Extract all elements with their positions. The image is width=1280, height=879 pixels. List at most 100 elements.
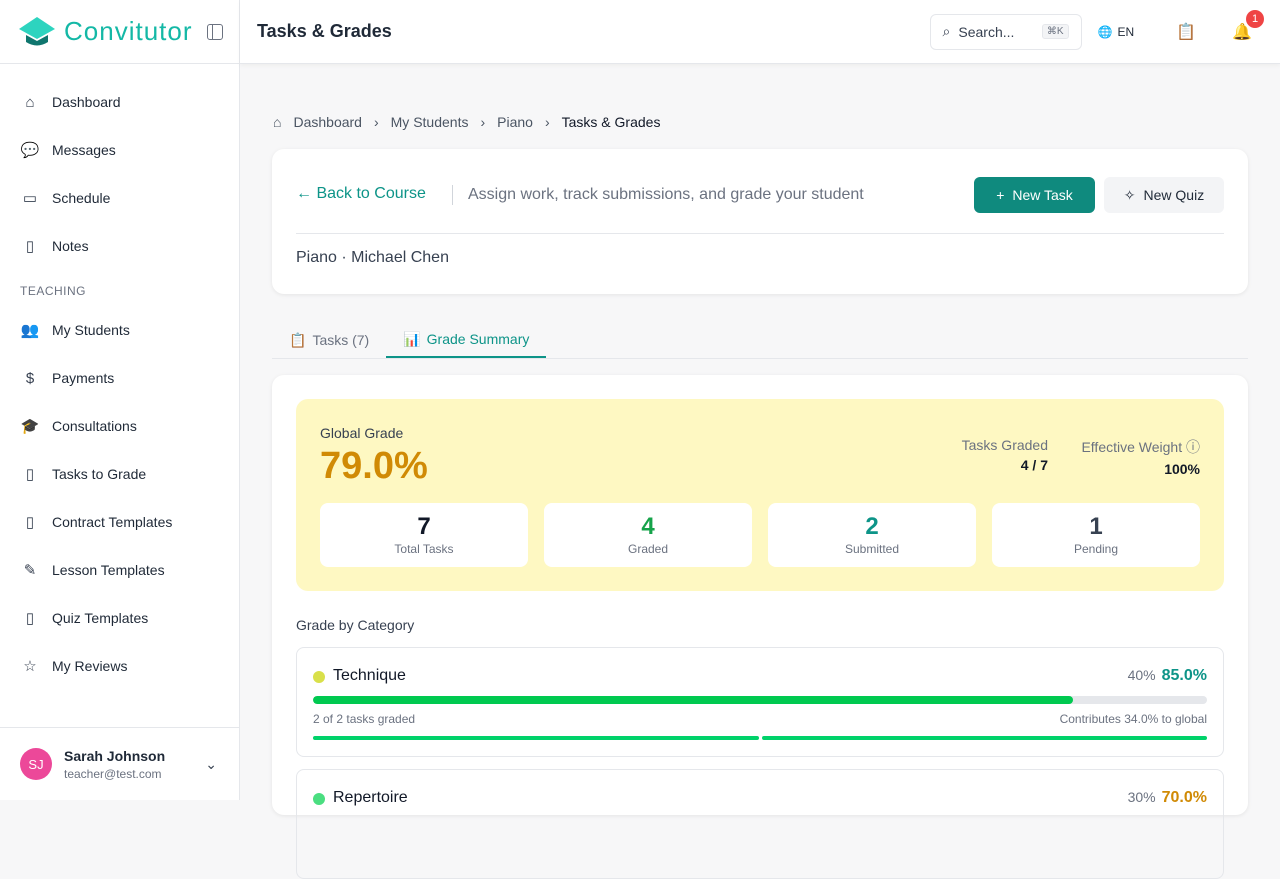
stat-label: Total Tasks — [394, 542, 454, 556]
sidebar: Convitutor ⌂ Dashboard 💬 Messages ▭ Schedule ▯… — [0, 0, 240, 800]
sidebar-item-contract-templates[interactable]: ▯ Contract Templates — [0, 498, 239, 546]
new-quiz-button[interactable]: ✧ New Quiz — [1104, 177, 1224, 213]
new-task-button[interactable]: + New Task — [974, 177, 1095, 213]
stat-label: Submitted — [844, 542, 900, 556]
sidebar-item-dashboard[interactable]: ⌂ Dashboard — [0, 78, 239, 126]
pencil-icon: ✎ — [23, 562, 37, 579]
notification-badge: 1 — [1246, 9, 1264, 28]
course-header-card: ← Back to Course Assign work, track subm… — [272, 149, 1248, 294]
grade-by-category-title: Grade by Category — [296, 617, 415, 633]
brand-name: Convitutor — [64, 16, 193, 46]
task-segments — [313, 736, 1207, 740]
divider — [296, 233, 1224, 234]
home-icon: ⌂ — [273, 114, 282, 130]
sidebar-item-quiz-templates[interactable]: ▯ Quiz Templates — [0, 594, 239, 642]
sparkles-icon: ✧ — [1123, 186, 1136, 203]
user-name: Sarah Johnson — [64, 747, 166, 764]
clipboard-icon[interactable]: 📋 — [1176, 23, 1197, 41]
file-icon: ▯ — [25, 610, 35, 627]
new-quiz-label: New Quiz — [1143, 187, 1205, 203]
stat-card: 4 Graded — [544, 503, 752, 567]
stat-value: 7 — [417, 513, 431, 540]
bell-icon[interactable]: 🔔 1 — [1232, 9, 1264, 42]
sidebar-item-lesson-templates[interactable]: ✎ Lesson Templates — [0, 546, 239, 594]
chevron-down-icon[interactable]: ⌄ — [205, 755, 217, 772]
sidebar-item-notes[interactable]: ▯ Notes — [0, 222, 239, 270]
sidebar-item-label: Contract Templates — [52, 514, 173, 530]
calendar-icon: ▭ — [22, 190, 38, 207]
sidebar-item-my-students[interactable]: 👥 My Students — [0, 306, 239, 354]
sidebar-item-schedule[interactable]: ▭ Schedule — [0, 174, 239, 222]
chevron-right-icon: › — [544, 114, 550, 130]
breadcrumb-my-students[interactable]: My Students — [390, 114, 469, 130]
sidebar-item-label: My Reviews — [52, 658, 128, 674]
stat-card: 2 Submitted — [768, 503, 976, 567]
user-menu[interactable]: SJ Sarah Johnson teacher@test.com ⌄ — [0, 727, 239, 800]
arrow-left-icon: ← — [296, 185, 317, 202]
breadcrumb-current: Tasks & Grades — [561, 114, 661, 130]
user-email: teacher@test.com — [64, 766, 162, 781]
notes-icon: ▯ — [25, 238, 35, 255]
graded-count: 2 of 2 tasks graded — [313, 712, 416, 726]
effective-weight-value: 100% — [1164, 461, 1200, 477]
sidebar-toggle-icon[interactable] — [206, 23, 223, 40]
search-placeholder: Search... — [958, 23, 1015, 40]
breadcrumb-piano[interactable]: Piano — [497, 114, 533, 130]
stat-label: Pending — [1073, 542, 1119, 556]
sidebar-item-my-reviews[interactable]: ☆ My Reviews — [0, 642, 239, 690]
tab-tasks[interactable]: 📋 Tasks (7) — [272, 322, 386, 358]
sidebar-item-consultations[interactable]: 🎓 Consultations — [0, 402, 239, 450]
task-segment — [313, 736, 759, 740]
graduation-icon: 🎓 — [20, 418, 40, 435]
stat-label: Graded — [627, 542, 669, 556]
page-description: Assign work, track submissions, and grad… — [468, 186, 864, 203]
tab-grade-summary[interactable]: 📊 Grade Summary — [386, 322, 547, 358]
global-grade-panel: Global Grade 79.0% Tasks Graded 4 / 7 Eff… — [296, 399, 1224, 591]
sidebar-item-label: Tasks to Grade — [52, 466, 147, 482]
search-icon: ⌕ — [942, 23, 951, 39]
back-to-course-link[interactable]: ← Back to Course — [296, 185, 426, 203]
section-label: TEACHING — [20, 284, 87, 298]
category-progress-bar — [313, 696, 1207, 704]
effective-weight-label: Effective Weight — [1081, 439, 1183, 455]
category-grade: 85.0% — [1161, 667, 1207, 684]
logo[interactable]: Convitutor — [0, 0, 239, 64]
sidebar-item-payments[interactable]: $ Payments — [0, 354, 239, 402]
language-switcher[interactable]: 🌐 EN — [1098, 25, 1135, 39]
message-icon: 💬 — [20, 142, 40, 159]
course-student-label: Piano · Michael Chen — [296, 249, 449, 266]
sidebar-item-tasks-to-grade[interactable]: ▯ Tasks to Grade — [0, 450, 239, 498]
stat-card: 1 Pending — [992, 503, 1200, 567]
category-grade: 70.0% — [1161, 789, 1207, 806]
global-grade-value: 79.0% — [320, 445, 428, 487]
sidebar-item-label: Dashboard — [52, 94, 121, 110]
sidebar-item-label: Consultations — [52, 418, 137, 434]
category-weight: 30% 70.0% — [1128, 789, 1207, 807]
info-icon[interactable]: ⓘ — [1186, 439, 1200, 455]
category-card[interactable]: Technique 40% 85.0% 2 of 2 tasks graded C… — [296, 647, 1224, 757]
effective-weight-stat: Effective Weight ⓘ 100% — [1081, 437, 1200, 477]
tabs: 📋 Tasks (7) 📊 Grade Summary — [272, 322, 1248, 359]
stat-card: 7 Total Tasks — [320, 503, 528, 567]
category-card[interactable]: Repertoire 30% 70.0% — [296, 769, 1224, 879]
back-label: Back to Course — [316, 185, 426, 202]
stat-value: 4 — [641, 513, 655, 540]
breadcrumb-dashboard[interactable]: Dashboard — [293, 114, 362, 130]
category-dot — [313, 671, 325, 683]
avatar: SJ — [20, 748, 52, 780]
chevron-right-icon: › — [373, 114, 379, 130]
search-button[interactable]: ⌕ Search... ⌘K — [929, 13, 1082, 50]
sidebar-item-label: Payments — [52, 370, 115, 386]
contribution: Contributes 34.0% to global — [1059, 712, 1207, 726]
sidebar-item-label: Quiz Templates — [52, 610, 149, 626]
bar-chart-icon: 📊 — [403, 330, 421, 347]
sidebar-item-messages[interactable]: 💬 Messages — [0, 126, 239, 174]
category-weight: 40% 85.0% — [1128, 667, 1207, 685]
clipboard-check-icon: ▯ — [25, 466, 35, 483]
sidebar-item-label: Messages — [52, 142, 116, 158]
file-text-icon: ▯ — [25, 514, 35, 531]
users-icon: 👥 — [20, 322, 40, 339]
category-weight-value: 40% — [1127, 667, 1156, 683]
task-segment — [761, 736, 1207, 740]
tasks-graded-stat: Tasks Graded 4 / 7 — [962, 437, 1048, 473]
